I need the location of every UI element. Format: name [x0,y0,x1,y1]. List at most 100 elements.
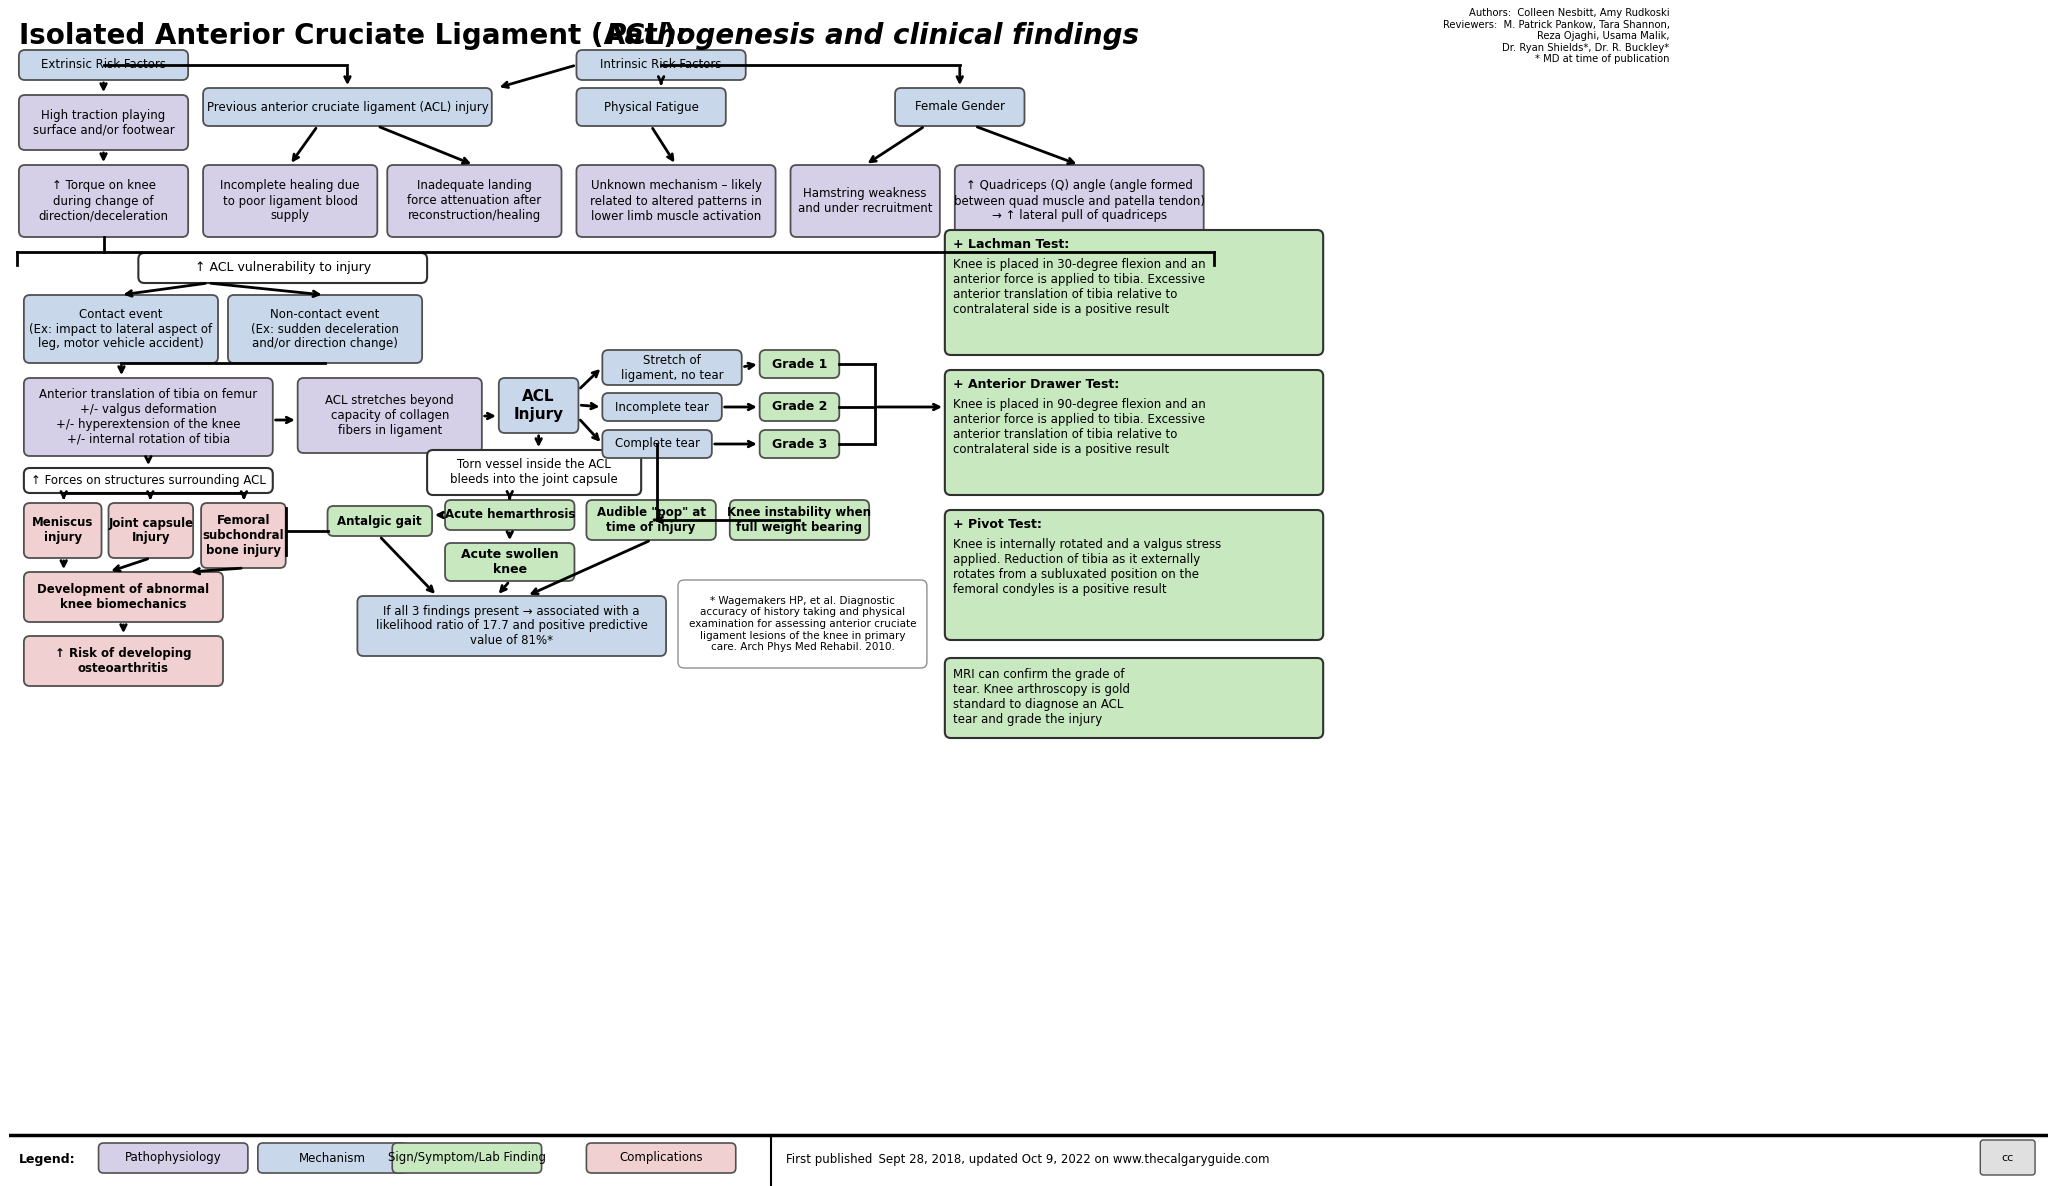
Text: Grade 1: Grade 1 [772,357,827,370]
Text: Isolated Anterior Cruciate Ligament (ACL):: Isolated Anterior Cruciate Ligament (ACL… [18,23,696,50]
Text: Knee instability when
full weight bearing: Knee instability when full weight bearin… [727,506,872,534]
FancyBboxPatch shape [944,510,1323,640]
FancyBboxPatch shape [18,50,188,79]
Text: Grade 3: Grade 3 [772,438,827,451]
Text: MRI can confirm the grade of
tear. Knee arthroscopy is gold
standard to diagnose: MRI can confirm the grade of tear. Knee … [952,668,1130,726]
FancyBboxPatch shape [444,543,573,581]
FancyBboxPatch shape [575,50,745,79]
FancyBboxPatch shape [25,295,217,363]
Text: ↑ Quadriceps (Q) angle (angle formed
between quad muscle and patella tendon)
→ ↑: ↑ Quadriceps (Q) angle (angle formed bet… [954,179,1204,223]
FancyBboxPatch shape [602,393,721,421]
FancyBboxPatch shape [586,500,717,540]
Text: Complete tear: Complete tear [614,438,700,451]
FancyBboxPatch shape [760,350,840,378]
Text: Pathogenesis and clinical findings: Pathogenesis and clinical findings [606,23,1139,50]
Text: Incomplete healing due
to poor ligament blood
supply: Incomplete healing due to poor ligament … [221,179,360,223]
Text: Legend:: Legend: [18,1154,76,1167]
FancyBboxPatch shape [328,506,432,536]
FancyBboxPatch shape [500,378,578,433]
Text: Non-contact event
(Ex: sudden deceleration
and/or direction change): Non-contact event (Ex: sudden decelerati… [252,307,399,351]
Text: Unknown mechanism – likely
related to altered patterns in
lower limb muscle acti: Unknown mechanism – likely related to al… [590,179,762,223]
Text: Physical Fatigue: Physical Fatigue [604,101,698,114]
Text: Acute hemarthrosis: Acute hemarthrosis [444,509,575,522]
Text: Grade 2: Grade 2 [772,401,827,414]
FancyBboxPatch shape [760,393,840,421]
Text: Knee is placed in 90-degree flexion and an
anterior force is applied to tibia. E: Knee is placed in 90-degree flexion and … [952,398,1206,455]
Text: Femoral
subchondral
bone injury: Femoral subchondral bone injury [203,514,285,557]
Text: Torn vessel inside the ACL
bleeds into the joint capsule: Torn vessel inside the ACL bleeds into t… [451,459,618,486]
FancyBboxPatch shape [18,95,188,149]
Text: Female Gender: Female Gender [915,101,1006,114]
Text: Isolated Anterior Cruciate Ligament (ACL): Pathogenesis and clinical findings: Isolated Anterior Cruciate Ligament (ACL… [18,23,1231,50]
Text: Previous anterior cruciate ligament (ACL) injury: Previous anterior cruciate ligament (ACL… [207,101,487,114]
Text: Pathophysiology: Pathophysiology [125,1152,221,1165]
Text: Mechanism: Mechanism [299,1152,367,1165]
Text: Inadequate landing
force attenuation after
reconstruction/healing: Inadequate landing force attenuation aft… [408,179,541,223]
FancyBboxPatch shape [201,503,287,568]
FancyBboxPatch shape [602,431,713,458]
FancyBboxPatch shape [586,1143,735,1173]
Text: Joint capsule
Injury: Joint capsule Injury [109,516,193,544]
FancyBboxPatch shape [297,378,481,453]
FancyBboxPatch shape [25,572,223,621]
Text: + Pivot Test:: + Pivot Test: [952,518,1042,531]
Text: Intrinsic Risk Factors: Intrinsic Risk Factors [600,58,721,71]
FancyBboxPatch shape [729,500,868,540]
FancyBboxPatch shape [895,88,1024,126]
FancyBboxPatch shape [393,1143,541,1173]
Text: If all 3 findings present → associated with a
likelihood ratio of 17.7 and posit: If all 3 findings present → associated w… [375,605,647,648]
Text: Meniscus
injury: Meniscus injury [33,516,94,544]
Text: Acute swollen
knee: Acute swollen knee [461,548,559,576]
Text: Audible "pop" at
time of injury: Audible "pop" at time of injury [596,506,707,534]
FancyBboxPatch shape [258,1143,408,1173]
FancyBboxPatch shape [18,165,188,237]
FancyBboxPatch shape [944,230,1323,355]
FancyBboxPatch shape [602,350,741,385]
Text: cc: cc [2001,1153,2013,1163]
FancyBboxPatch shape [387,165,561,237]
Text: Incomplete tear: Incomplete tear [614,401,709,414]
FancyBboxPatch shape [25,636,223,686]
Text: Development of abnormal
knee biomechanics: Development of abnormal knee biomechanic… [37,584,209,611]
FancyBboxPatch shape [944,370,1323,495]
FancyBboxPatch shape [25,503,102,557]
FancyBboxPatch shape [575,88,725,126]
FancyBboxPatch shape [444,500,573,530]
Text: * Wagemakers HP, et al. Diagnostic
accuracy of history taking and physical
exami: * Wagemakers HP, et al. Diagnostic accur… [688,595,915,652]
Text: ↑ Risk of developing
osteoarthritis: ↑ Risk of developing osteoarthritis [55,648,193,675]
FancyBboxPatch shape [678,580,928,668]
Text: Stretch of
ligament, no tear: Stretch of ligament, no tear [621,353,723,382]
Text: + Lachman Test:: + Lachman Test: [952,238,1069,251]
FancyBboxPatch shape [227,295,422,363]
Text: ACL
Injury: ACL Injury [514,389,563,422]
Text: Hamstring weakness
and under recruitment: Hamstring weakness and under recruitment [799,187,932,215]
Text: Knee is placed in 30-degree flexion and an
anterior force is applied to tibia. E: Knee is placed in 30-degree flexion and … [952,259,1206,315]
FancyBboxPatch shape [1980,1140,2036,1175]
FancyBboxPatch shape [98,1143,248,1173]
Text: Sign/Symptom/Lab Finding: Sign/Symptom/Lab Finding [387,1152,547,1165]
FancyBboxPatch shape [791,165,940,237]
FancyBboxPatch shape [25,468,272,493]
FancyBboxPatch shape [954,165,1204,237]
FancyBboxPatch shape [944,658,1323,738]
Text: First published  Sept 28, 2018, updated Oct 9, 2022 on www.thecalgaryguide.com: First published Sept 28, 2018, updated O… [786,1154,1270,1167]
Text: ↑ ACL vulnerability to injury: ↑ ACL vulnerability to injury [195,261,371,274]
Text: Authors:  Colleen Nesbitt, Amy Rudkoski
Reviewers:  M. Patrick Pankow, Tara Shan: Authors: Colleen Nesbitt, Amy Rudkoski R… [1442,8,1669,64]
FancyBboxPatch shape [139,253,428,283]
Text: Contact event
(Ex: impact to lateral aspect of
leg, motor vehicle accident): Contact event (Ex: impact to lateral asp… [29,307,213,351]
Text: Knee is internally rotated and a valgus stress
applied. Reduction of tibia as it: Knee is internally rotated and a valgus … [952,538,1221,597]
Text: Complications: Complications [618,1152,702,1165]
FancyBboxPatch shape [575,165,776,237]
FancyBboxPatch shape [760,431,840,458]
Text: Anterior translation of tibia on femur
+/- valgus deformation
+/- hyperextension: Anterior translation of tibia on femur +… [39,388,258,446]
Text: + Anterior Drawer Test:: + Anterior Drawer Test: [952,378,1118,391]
FancyBboxPatch shape [25,378,272,455]
FancyBboxPatch shape [203,88,492,126]
FancyBboxPatch shape [109,503,193,557]
Text: High traction playing
surface and/or footwear: High traction playing surface and/or foo… [33,108,174,136]
Text: ↑ Torque on knee
during change of
direction/deceleration: ↑ Torque on knee during change of direct… [39,179,168,223]
FancyBboxPatch shape [358,597,666,656]
Text: ↑ Forces on structures surrounding ACL: ↑ Forces on structures surrounding ACL [31,474,266,487]
Text: Extrinsic Risk Factors: Extrinsic Risk Factors [41,58,166,71]
Text: ACL stretches beyond
capacity of collagen
fibers in ligament: ACL stretches beyond capacity of collage… [326,394,455,436]
